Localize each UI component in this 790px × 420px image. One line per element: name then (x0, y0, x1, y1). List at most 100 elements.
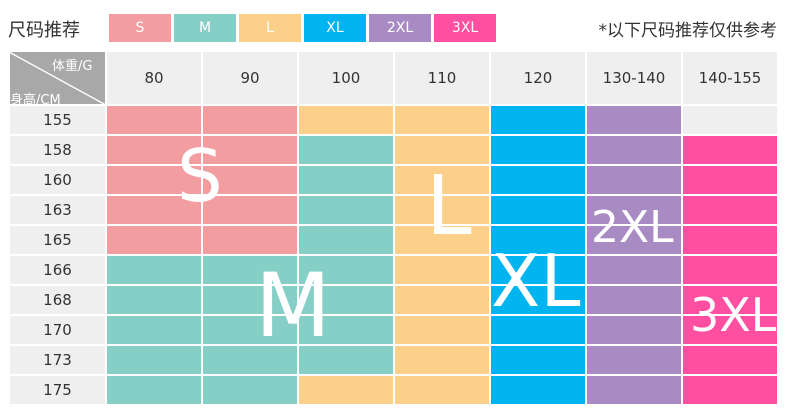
size-cell (587, 226, 681, 254)
size-cell (107, 196, 201, 224)
size-cell (683, 286, 777, 314)
weight-axis-label: 体重/G (52, 59, 93, 74)
size-cell (299, 166, 393, 194)
region-label-3xl: 3XL (690, 288, 777, 342)
size-cell (587, 106, 681, 134)
size-cell (491, 106, 585, 134)
size-cell (395, 286, 489, 314)
size-cell (587, 286, 681, 314)
size-cell (203, 376, 297, 404)
size-cell (395, 316, 489, 344)
size-cell (107, 226, 201, 254)
legend-chip-l: L (239, 14, 301, 42)
size-cell (299, 316, 393, 344)
size-cell (203, 286, 297, 314)
size-cell (395, 376, 489, 404)
size-cell (299, 136, 393, 164)
height-header: 158 (10, 136, 105, 164)
size-cell (683, 166, 777, 194)
size-cell (683, 316, 777, 344)
weight-header: 120 (491, 52, 585, 104)
legend-chip-s: S (109, 14, 171, 42)
height-axis-label: 身高/CM (10, 93, 61, 108)
height-header: 175 (10, 376, 105, 404)
size-cell (587, 136, 681, 164)
size-cell (203, 256, 297, 284)
size-cell (491, 256, 585, 284)
size-cell (587, 346, 681, 374)
height-header: 173 (10, 346, 105, 374)
size-cell (107, 136, 201, 164)
size-cell (395, 106, 489, 134)
size-cell (107, 166, 201, 194)
size-cell (299, 286, 393, 314)
legend-chip-2xl: 2XL (369, 14, 431, 42)
size-cell (203, 166, 297, 194)
size-cell (395, 346, 489, 374)
size-cell (107, 256, 201, 284)
region-label-l: L (426, 159, 472, 254)
weight-header: 80 (107, 52, 201, 104)
disclaimer-note: *以下尺码推荐仅供参考 (598, 21, 778, 41)
size-cell (395, 226, 489, 254)
size-cell (203, 316, 297, 344)
size-cell (491, 376, 585, 404)
height-header: 166 (10, 256, 105, 284)
size-cell (587, 196, 681, 224)
size-cell (683, 136, 777, 164)
corner-header-cell (10, 52, 105, 104)
height-header: 163 (10, 196, 105, 224)
size-cell (491, 196, 585, 224)
size-cell (395, 256, 489, 284)
size-cell (107, 286, 201, 314)
size-cell (299, 226, 393, 254)
region-label-s: S (177, 134, 223, 218)
weight-header: 100 (299, 52, 393, 104)
size-cell (299, 256, 393, 284)
size-cell (491, 346, 585, 374)
size-cell (491, 226, 585, 254)
size-cell (491, 166, 585, 194)
size-cell (107, 346, 201, 374)
size-cell (107, 376, 201, 404)
size-cell (299, 346, 393, 374)
size-cell (203, 196, 297, 224)
size-cell (299, 376, 393, 404)
size-cell (395, 196, 489, 224)
weight-header: 130-140 (587, 52, 681, 104)
region-label-2xl: 2XL (591, 202, 674, 253)
size-cell (683, 256, 777, 284)
size-cell (491, 316, 585, 344)
size-cell (203, 226, 297, 254)
size-cell (587, 376, 681, 404)
size-legend: S M L XL 2XL 3XL (109, 14, 499, 42)
region-label-m: M (255, 254, 331, 357)
height-header: 165 (10, 226, 105, 254)
weight-header: 140-155 (683, 52, 777, 104)
weight-header: 110 (395, 52, 489, 104)
size-cell (491, 286, 585, 314)
size-cell (203, 136, 297, 164)
size-cell (107, 106, 201, 134)
size-cell (587, 316, 681, 344)
size-cell (491, 136, 585, 164)
height-header: 168 (10, 286, 105, 314)
legend-chip-3xl: 3XL (434, 14, 496, 42)
size-cell (203, 106, 297, 134)
size-cell (395, 136, 489, 164)
region-label-xl: XL (491, 239, 581, 323)
size-cell (107, 316, 201, 344)
size-cell (683, 226, 777, 254)
page-title: 尺码推荐 (8, 20, 80, 41)
size-cell (587, 256, 681, 284)
size-cell (299, 196, 393, 224)
size-cell (299, 106, 393, 134)
legend-chip-xl: XL (304, 14, 366, 42)
height-header: 160 (10, 166, 105, 194)
weight-header: 90 (203, 52, 297, 104)
size-cell (683, 376, 777, 404)
size-cell (587, 166, 681, 194)
size-cell (683, 196, 777, 224)
size-cell (683, 346, 777, 374)
